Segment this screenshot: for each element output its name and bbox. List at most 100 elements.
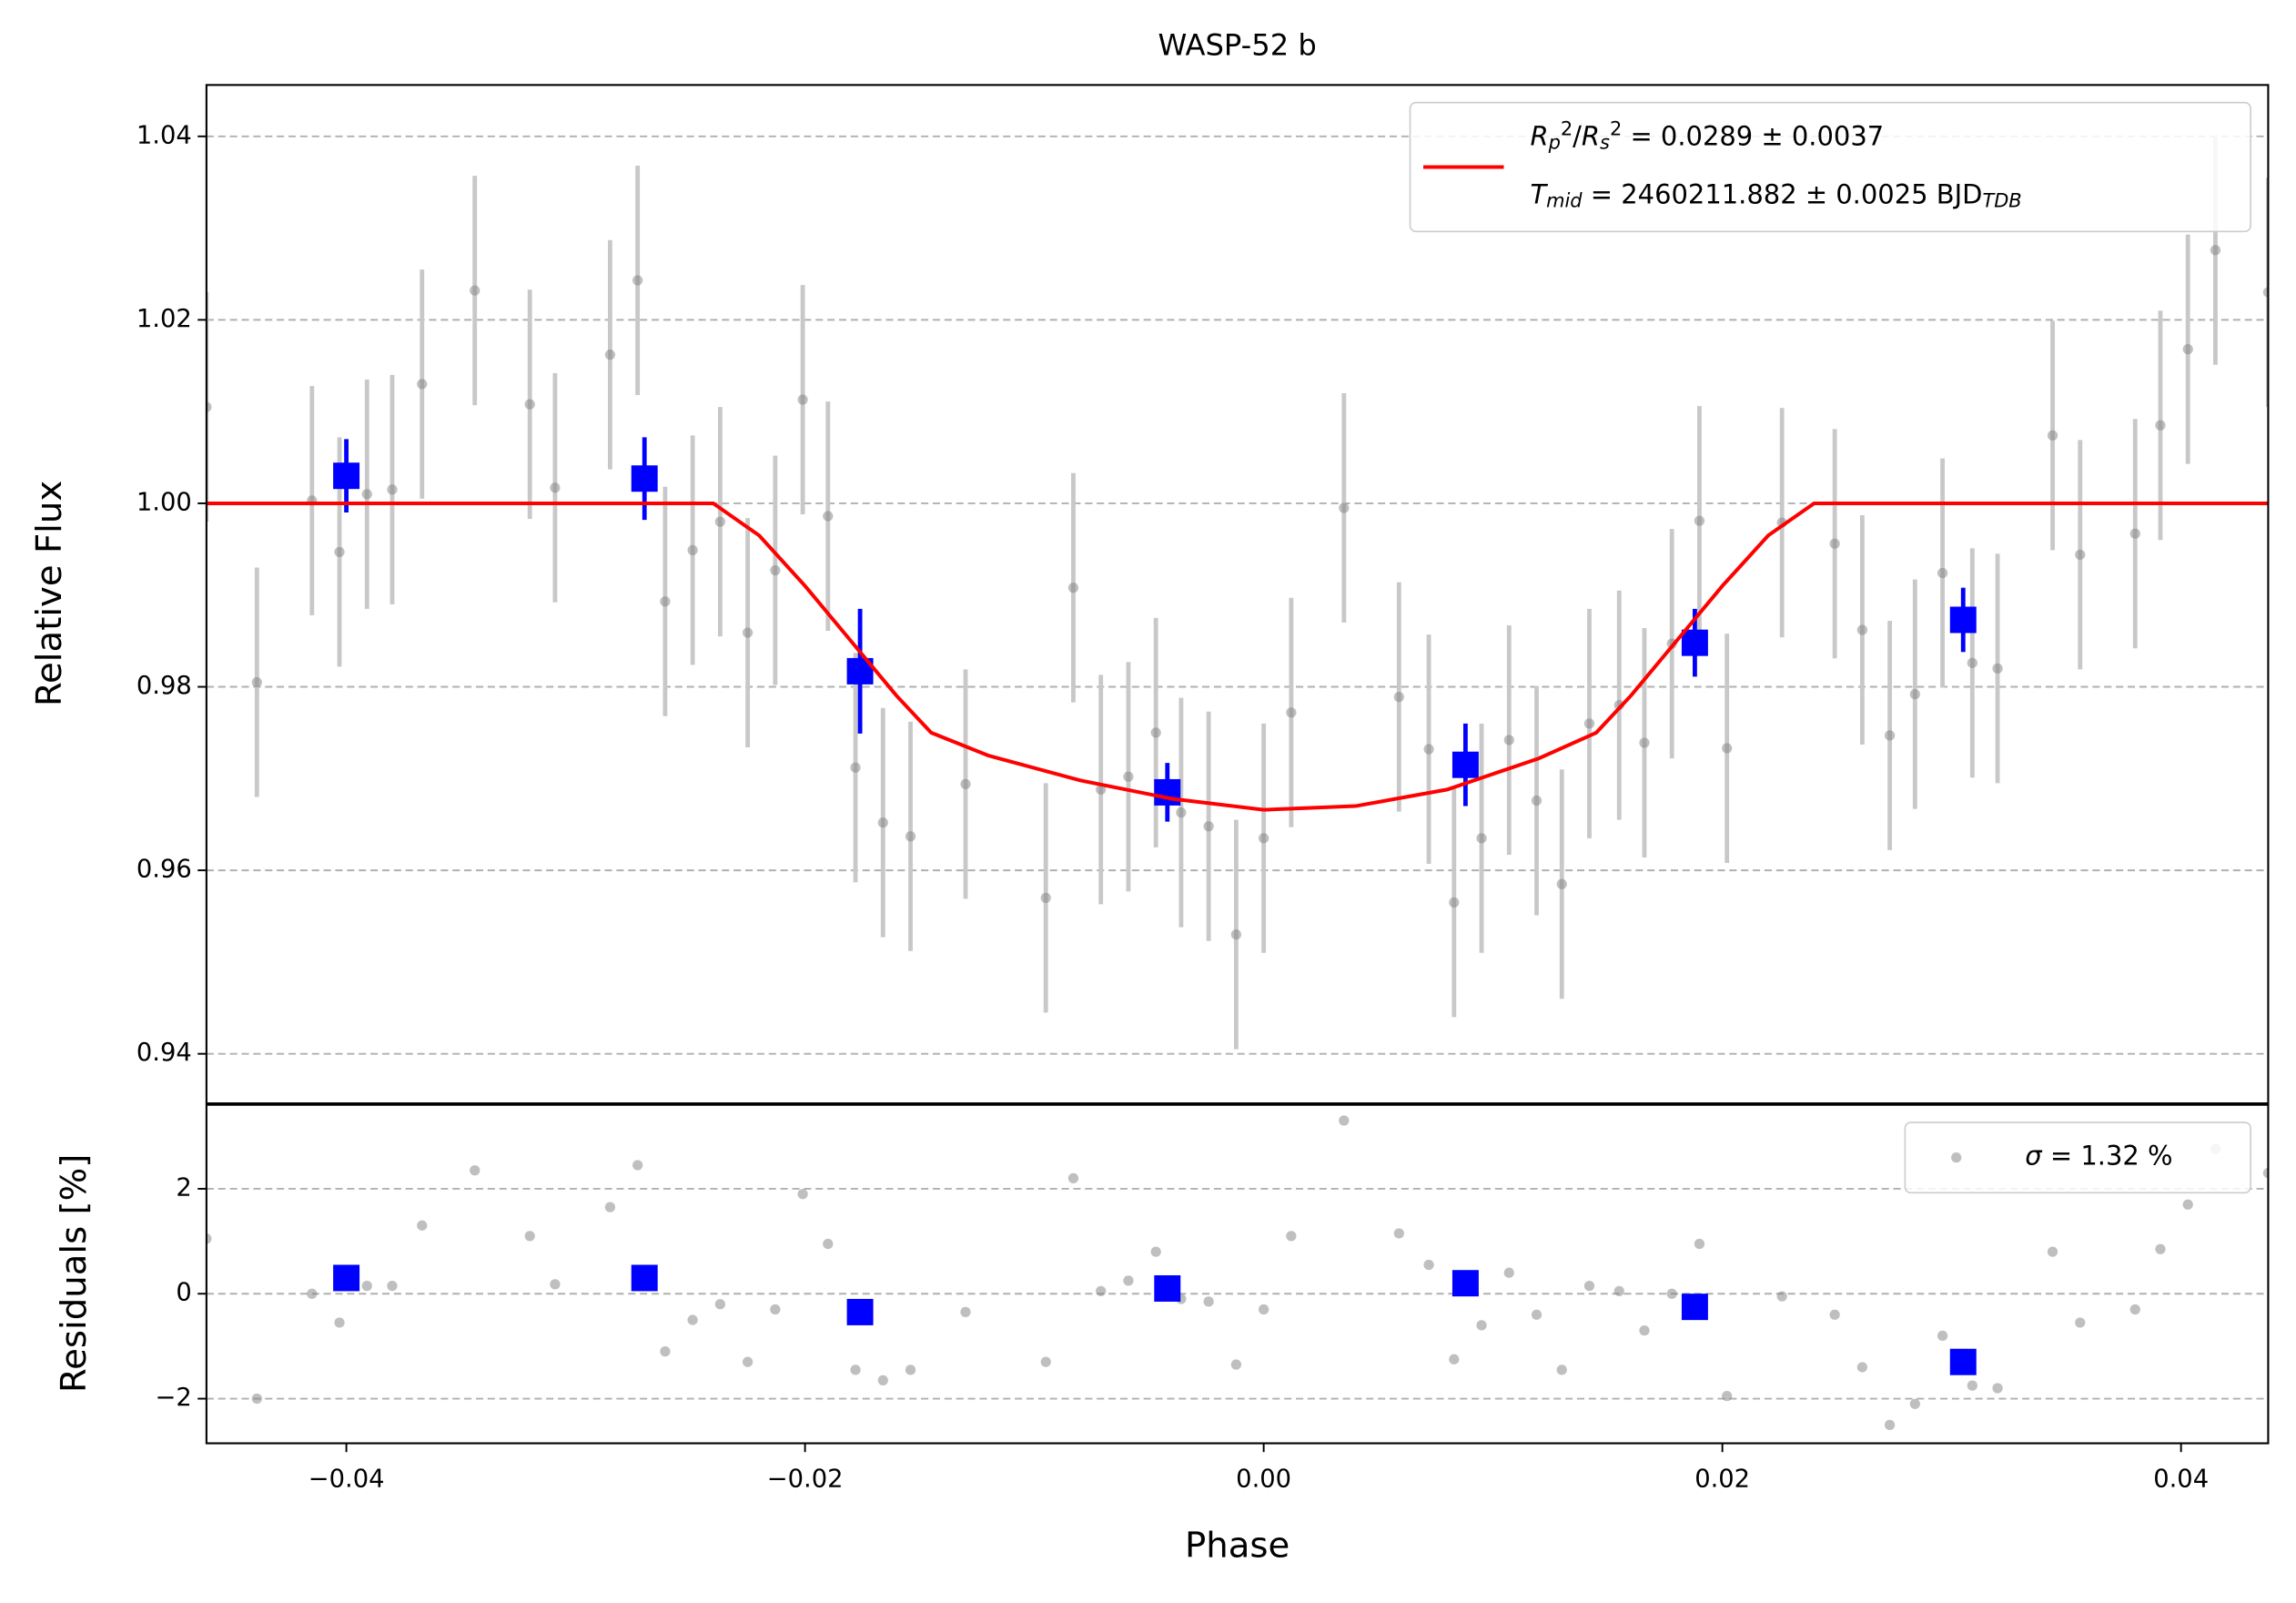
data-point xyxy=(550,1279,561,1290)
data-point xyxy=(1230,1359,1242,1370)
data-point xyxy=(797,394,808,405)
data-point xyxy=(632,275,643,286)
legend-text-run: σ xyxy=(2025,1141,2043,1172)
data-point xyxy=(2155,1243,2166,1254)
legend-text-run: R xyxy=(1582,120,1600,151)
data-point xyxy=(2075,1317,2086,1328)
legend-text-run: s xyxy=(1600,132,1610,154)
legend-swatch xyxy=(1951,1152,1962,1163)
data-point xyxy=(2075,549,2086,561)
data-point xyxy=(960,1306,971,1318)
data-point xyxy=(2129,1304,2140,1315)
data-point xyxy=(1556,878,1567,889)
binned-point xyxy=(846,1298,874,1325)
y-tick-label: −2 xyxy=(155,1384,191,1412)
legend-text-run: TDB xyxy=(1982,190,2021,212)
binned-point xyxy=(1451,1270,1479,1297)
data-point xyxy=(850,1365,861,1375)
data-point xyxy=(770,564,781,576)
data-point xyxy=(905,1365,916,1375)
data-point xyxy=(1040,892,1051,903)
data-point xyxy=(470,1165,480,1176)
legend-text-run: mid xyxy=(1546,190,1583,212)
y-tick-label: 1.00 xyxy=(137,488,192,516)
data-point xyxy=(1583,1280,1595,1292)
legend-label: σ = 1.32 % xyxy=(2025,1141,2172,1172)
data-point xyxy=(1556,1365,1567,1375)
data-point xyxy=(905,831,916,842)
data-point xyxy=(1259,1304,1269,1315)
data-point xyxy=(387,484,398,495)
data-point xyxy=(823,1238,834,1250)
data-point xyxy=(1967,1380,1977,1391)
data-point xyxy=(417,379,428,390)
data-point xyxy=(251,1393,262,1405)
data-point xyxy=(742,627,754,638)
legend-label: Rp2/Rs2 = 0.0289 ± 0.0037 xyxy=(1530,117,1884,154)
x-tick-label: −0.02 xyxy=(767,1465,844,1493)
data-point xyxy=(1829,1309,1840,1320)
y-tick-label: 0.98 xyxy=(137,672,192,700)
data-point xyxy=(361,489,372,500)
data-point xyxy=(660,596,671,607)
data-point xyxy=(960,778,971,789)
data-point xyxy=(1423,744,1434,755)
data-point xyxy=(550,482,561,493)
data-point xyxy=(604,1202,616,1212)
data-point xyxy=(2210,245,2221,256)
x-tick-label: −0.04 xyxy=(308,1465,385,1493)
data-point xyxy=(770,1304,781,1315)
data-point xyxy=(1476,833,1487,844)
data-point xyxy=(660,1346,671,1357)
data-point xyxy=(251,676,262,688)
x-tick-label: 0.00 xyxy=(1236,1465,1291,1493)
data-point xyxy=(1909,688,1920,700)
data-point xyxy=(1937,567,1948,579)
data-point xyxy=(1449,897,1460,908)
data-point xyxy=(2047,1246,2058,1257)
data-point xyxy=(1639,737,1650,748)
x-tick-label: 0.04 xyxy=(2153,1465,2209,1493)
data-point xyxy=(2047,430,2058,441)
axes-frame xyxy=(205,1103,2270,1445)
data-point xyxy=(1639,1324,1650,1336)
y-tick-label: 0.94 xyxy=(137,1039,192,1067)
data-point xyxy=(1722,743,1733,754)
y-axis-label: Relative Flux xyxy=(29,481,70,706)
data-point xyxy=(1992,663,2003,675)
data-point xyxy=(1666,1288,1677,1299)
legend-text-run: = 0.0289 ± 0.0037 xyxy=(1622,120,1884,151)
data-point xyxy=(2182,1199,2193,1210)
data-point xyxy=(1203,821,1214,832)
data-point xyxy=(1967,657,1977,668)
binned-point xyxy=(1949,1348,1977,1375)
data-point xyxy=(2262,287,2269,298)
data-point xyxy=(1096,784,1107,796)
binned-point xyxy=(1681,1294,1708,1321)
plot-area xyxy=(206,135,2269,1055)
data-point xyxy=(1096,1285,1107,1296)
data-point xyxy=(1150,1246,1161,1257)
data-point xyxy=(2155,420,2166,431)
data-point xyxy=(1583,718,1595,729)
data-point xyxy=(361,1280,372,1292)
y-tick-label: 1.02 xyxy=(137,305,192,333)
data-point xyxy=(742,1356,754,1367)
legend-text-run: 2 xyxy=(1561,117,1573,139)
data-point xyxy=(1856,624,1868,635)
binned-point xyxy=(1451,751,1479,778)
data-point xyxy=(1393,1228,1404,1239)
data-point xyxy=(604,350,616,360)
data-point xyxy=(632,1160,643,1171)
y-tick-label: 2 xyxy=(176,1173,191,1202)
data-point xyxy=(850,762,861,773)
data-point xyxy=(797,1189,808,1200)
data-point xyxy=(1992,1383,2003,1394)
data-point xyxy=(334,1317,345,1328)
binned-point xyxy=(631,1264,658,1292)
data-point xyxy=(877,1375,888,1385)
data-point xyxy=(1123,771,1134,782)
data-point xyxy=(823,511,834,522)
data-point xyxy=(1722,1391,1733,1402)
